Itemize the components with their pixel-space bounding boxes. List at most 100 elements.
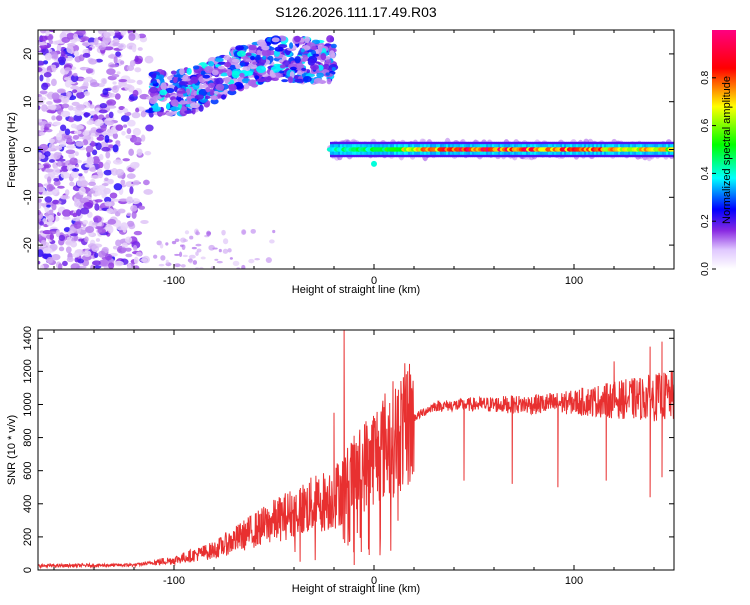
y-tick-label: 1000 — [22, 392, 34, 416]
heatmap-cell — [39, 154, 46, 159]
heatmap-cell — [198, 104, 204, 112]
heatmap-cell — [105, 151, 111, 159]
heatmap-cell — [78, 173, 83, 177]
heatmap-cell — [99, 102, 108, 109]
heatmap-cell — [166, 76, 173, 80]
heatmap-cell — [247, 79, 258, 87]
heatmap-cell — [57, 160, 62, 167]
y-tick-label: 800 — [22, 428, 34, 446]
heatmap-cell — [38, 105, 41, 110]
heatmap-cell — [94, 265, 102, 269]
heatmap-cell — [218, 248, 222, 253]
y-tick-label: -20 — [22, 237, 34, 253]
heatmap-cell — [38, 203, 42, 210]
heatmap-cell — [136, 79, 143, 85]
x-tick-label: -100 — [163, 275, 185, 287]
heatmap-cell — [144, 150, 152, 156]
heatmap-cell — [64, 80, 72, 88]
heatmap-cell — [191, 246, 197, 250]
heatmap-cell — [48, 138, 55, 144]
heatmap-cell — [178, 81, 189, 86]
heatmap-cell — [126, 173, 136, 180]
heatmap-cell — [52, 199, 59, 205]
heatmap-cell — [71, 217, 81, 221]
heatmap-cell — [39, 44, 50, 49]
heatmap-cell — [171, 240, 177, 245]
heatmap-cell — [57, 56, 67, 64]
heatmap-cell — [78, 238, 84, 242]
heatmap-cell — [206, 230, 211, 237]
bottom-x-ticks: -100 0 100 — [53, 330, 655, 587]
heatmap-cell — [300, 48, 305, 53]
heatmap-cell — [44, 169, 54, 173]
heatmap-cell — [173, 76, 178, 83]
heatmap-cell — [51, 92, 60, 100]
heatmap-cell — [224, 76, 231, 84]
heatmap-cell — [65, 239, 73, 246]
heatmap-cell — [245, 52, 252, 57]
heatmap-cell — [85, 145, 94, 153]
heatmap-cell — [126, 79, 136, 84]
heatmap-cell — [38, 198, 42, 203]
heatmap-cell — [68, 152, 75, 159]
heatmap-cell — [73, 92, 78, 96]
heatmap-cell — [674, 144, 678, 155]
heatmap-cell — [100, 124, 107, 132]
heatmap-cell — [173, 74, 181, 78]
heatmap-cell — [60, 95, 70, 104]
heatmap-cell — [121, 130, 126, 136]
heatmap-cell — [208, 244, 215, 251]
heatmap-cell — [113, 37, 119, 42]
heatmap-feature-upper-noise-band — [145, 35, 339, 118]
heatmap-cell — [103, 31, 109, 38]
heatmap-cell — [182, 74, 188, 82]
heatmap-feature-signal-line — [326, 137, 678, 167]
heatmap-cell — [53, 177, 60, 182]
heatmap-cell — [191, 107, 196, 115]
heatmap-cell — [95, 188, 102, 196]
heatmap-cell — [38, 234, 42, 240]
heatmap-cell — [55, 132, 63, 141]
heatmap-cell — [101, 40, 109, 48]
top-y-ticks: -20 -10 0 10 20 — [22, 48, 674, 253]
heatmap-cell — [83, 78, 90, 83]
heatmap-cell — [128, 148, 134, 156]
heatmap-cell — [262, 55, 267, 60]
heatmap-cell — [133, 230, 142, 236]
heatmap-cell — [170, 99, 179, 107]
heatmap-cell — [160, 255, 166, 261]
heatmap-cell — [48, 170, 56, 178]
heatmap-cell — [232, 260, 240, 266]
heatmap-cell — [223, 54, 231, 61]
heatmap-cell — [133, 256, 139, 265]
heatmap-cell — [272, 229, 276, 234]
heatmap-cell — [216, 260, 223, 264]
heatmap-cell — [326, 35, 334, 43]
heatmap-cell — [120, 222, 129, 231]
heatmap-cell — [294, 78, 305, 83]
heatmap-cell — [137, 47, 143, 51]
heatmap-cell — [304, 36, 311, 44]
heatmap-cell — [64, 67, 72, 72]
heatmap-cell — [117, 109, 123, 114]
heatmap-cell — [252, 61, 258, 65]
heatmap-cell — [100, 259, 111, 267]
heatmap-cell — [152, 80, 157, 84]
y-tick-label: 10 — [22, 96, 34, 108]
heatmap-cell — [74, 256, 79, 263]
heatmap-cell — [72, 134, 80, 140]
heatmap-cell — [75, 104, 86, 111]
heatmap-cell — [38, 260, 41, 265]
heatmap-cell — [132, 127, 141, 136]
heatmap-cell — [118, 79, 128, 83]
heatmap-cell — [51, 202, 57, 211]
heatmap-cell — [261, 49, 272, 57]
heatmap-cell — [56, 88, 66, 94]
heatmap-cell — [289, 66, 297, 71]
heatmap-cell — [42, 247, 53, 254]
heatmap-cell — [107, 218, 117, 225]
heatmap-cell — [45, 30, 50, 37]
y-tick-label: 600 — [22, 462, 34, 480]
